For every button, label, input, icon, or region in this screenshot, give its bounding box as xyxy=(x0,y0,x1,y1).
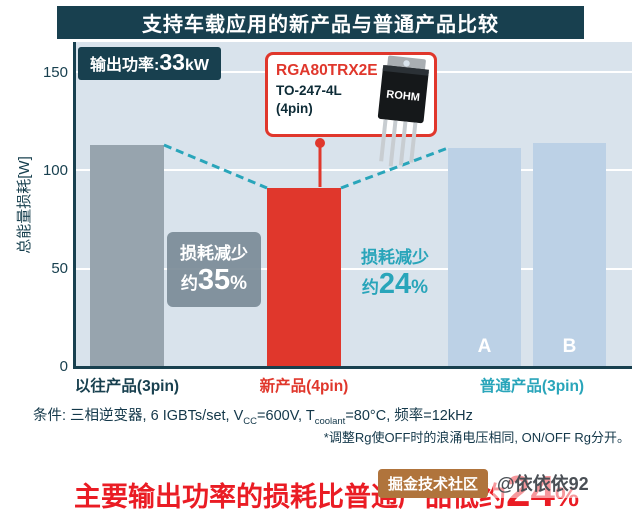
watermark-handle: @依依依92 xyxy=(493,468,593,498)
transistor-package-image: ROHM xyxy=(377,55,429,167)
y-axis-line xyxy=(73,42,76,369)
gridline-50 xyxy=(76,268,632,270)
product-callout: RGA80TRX2E TO-247-4L (4pin) ROHM xyxy=(265,52,437,167)
bar-previous-product xyxy=(90,145,164,366)
output-power-unit: kW xyxy=(184,57,209,74)
x-label-previous-product: 以往产品(3pin) xyxy=(74,378,180,395)
output-power-badge: 输出功率: 33 kW xyxy=(78,47,221,80)
package-pins: (4pin) xyxy=(276,100,313,116)
x-axis-line xyxy=(73,366,632,369)
watermark: 掘金技术社区 @依依依92 xyxy=(378,468,593,498)
bar-letter-b: B xyxy=(562,336,577,357)
bar-letter-a: A xyxy=(477,336,492,357)
x-label-generic-product: 普通产品(3pin) xyxy=(479,378,585,395)
loss-reduction-35-annotation: 损耗减少 约35% xyxy=(167,232,261,307)
loss-reduction-24-annotation: 损耗减少 约24% xyxy=(343,243,447,301)
package-name: TO-247-4L xyxy=(276,83,342,98)
watermark-badge: 掘金技术社区 xyxy=(378,468,489,498)
y-tick-0: 0 xyxy=(59,358,68,375)
test-conditions: 条件: 三相逆变器, 6 IGBTs/set, VCC=600V, Tcoola… xyxy=(33,408,473,427)
footnote: *调整Rg使OFF时的浪涌电压相同, ON/OFF Rg分开。 xyxy=(323,430,630,445)
part-number: RGA80TRX2E xyxy=(276,62,378,79)
loss-reduction-24-text: 损耗减少 xyxy=(361,248,429,267)
x-label-new-product: 新产品(4pin) xyxy=(259,378,349,395)
y-tick-50: 50 xyxy=(51,260,68,277)
loss-reduction-35-text: 损耗减少 xyxy=(180,244,248,263)
output-power-value: 33 xyxy=(159,49,185,75)
chart-title: 支持车载应用的新产品与普通产品比较 xyxy=(57,6,584,39)
y-tick-100: 100 xyxy=(42,162,68,179)
chip-logo: ROHM xyxy=(386,88,421,103)
bar-generic-product-a: A xyxy=(448,148,521,366)
bar-new-product xyxy=(267,188,341,366)
output-power-label: 输出功率: xyxy=(90,57,160,74)
bar-generic-product-b: B xyxy=(533,143,606,366)
y-tick-150: 150 xyxy=(42,64,68,81)
